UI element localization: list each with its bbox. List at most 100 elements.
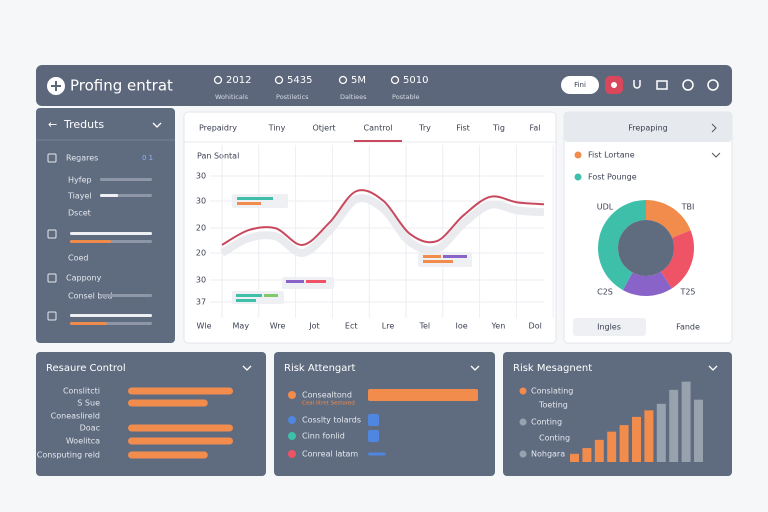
bar-fill	[70, 232, 152, 235]
stat-icon	[274, 75, 284, 85]
bar-fill	[100, 194, 119, 197]
x-label: Ioe	[456, 322, 468, 331]
bar	[128, 424, 233, 432]
chevrons[interactable]	[242, 365, 718, 371]
header-bar	[36, 65, 732, 106]
tab[interactable]: Cantrol	[364, 124, 393, 133]
tab[interactable]: Fal	[530, 124, 541, 133]
stat-label: Wohiticals	[215, 93, 249, 101]
legend-label: Conting	[539, 434, 570, 443]
row-label: Doac	[80, 424, 100, 433]
plus-icon	[51, 81, 61, 91]
sidebar-item: Dscet	[68, 209, 91, 218]
pie-button-label: Ingles	[597, 323, 621, 332]
bar	[128, 399, 208, 407]
pie-label: TBI	[681, 203, 695, 212]
stat-value: 2012	[226, 75, 251, 86]
panel-title: Risk Mesagnent	[513, 363, 592, 374]
risk-panel	[274, 352, 495, 476]
sidebar-item: Tiayel	[67, 192, 92, 201]
user-icon[interactable]	[633, 80, 641, 89]
stat-value: 5435	[287, 75, 312, 86]
stat-value: 5010	[403, 75, 428, 86]
y-label: 20	[196, 249, 206, 258]
chevron[interactable]	[152, 122, 162, 128]
tab[interactable]: Prepaidry	[199, 124, 237, 133]
x-label: Jot	[308, 322, 319, 331]
pie-label: UDL	[597, 203, 614, 212]
item-icon	[47, 311, 57, 321]
panel-title: Risk Attengart	[284, 363, 355, 374]
risk-label: Conreal latam	[302, 450, 358, 459]
risk-label: Consealtond	[302, 391, 352, 400]
stat-icon	[213, 75, 223, 85]
legend-dot	[519, 387, 527, 395]
legend-dot	[574, 151, 582, 159]
tab[interactable]: Try	[418, 124, 431, 133]
bar-fill	[70, 240, 111, 243]
pie-header	[564, 112, 732, 142]
item-badge: 0 1	[142, 154, 153, 162]
risk-bar	[368, 414, 379, 426]
x-label: Dol	[529, 322, 542, 331]
task-chips	[232, 194, 472, 304]
row-label: Conslitcti	[63, 387, 100, 396]
legend-label: Fost Pounge	[588, 173, 637, 182]
item-icon	[47, 273, 57, 283]
x-label: Wre	[270, 322, 286, 331]
tab[interactable]: Otjert	[312, 124, 335, 133]
legend-dot	[574, 173, 582, 181]
pie-button-label: Fande	[676, 323, 700, 332]
bar-fill	[70, 322, 107, 325]
bar	[582, 448, 592, 462]
donut-segment	[661, 230, 694, 289]
back-arrow[interactable]: ←	[48, 118, 57, 131]
y-label: 30	[196, 276, 206, 285]
row-label: Consputing reld	[37, 451, 100, 460]
bar	[594, 439, 604, 462]
row-label: Woelitca	[66, 437, 100, 446]
bar	[128, 451, 208, 459]
tab[interactable]: Tiny	[268, 124, 286, 133]
stat-icon	[338, 75, 348, 85]
legend-label: Fist Lortane	[588, 151, 635, 160]
legend-label: Nohgara	[531, 450, 565, 459]
sidebar-item: Cappony	[66, 274, 102, 283]
bar	[656, 403, 666, 462]
sidebar-item: Consel bed	[68, 292, 112, 301]
bar	[632, 416, 641, 462]
bar	[669, 389, 679, 462]
x-label: Ect	[345, 322, 358, 331]
chevron[interactable]	[711, 152, 721, 158]
risk-bar	[368, 389, 478, 401]
stat-value: 5M	[351, 75, 366, 86]
header-button[interactable]	[561, 76, 599, 94]
sidebar	[36, 108, 175, 343]
bar	[570, 453, 579, 462]
bar-fill	[100, 294, 152, 297]
x-label: Yen	[490, 322, 505, 331]
line	[221, 189, 545, 246]
pie-button[interactable]	[573, 318, 646, 336]
chevron[interactable]	[711, 123, 717, 133]
tab[interactable]: Fist	[456, 124, 470, 133]
settings-icon[interactable]	[707, 79, 719, 91]
stat-label: Daltiees	[340, 93, 367, 101]
risk-dot	[288, 450, 296, 458]
row-label: S Sue	[77, 399, 100, 408]
mail-icon[interactable]	[656, 80, 668, 90]
clock-icon[interactable]	[682, 79, 694, 91]
risk-bar	[368, 452, 386, 456]
y-label: 30	[196, 197, 206, 206]
pie-label: T25	[679, 288, 695, 297]
risk-label: Cosslty tolards	[302, 416, 361, 425]
bar	[681, 381, 691, 462]
bar	[644, 410, 654, 462]
tab[interactable]: Tig	[492, 124, 505, 133]
pie-title: Frepaping	[628, 124, 667, 133]
pie-label: C2S	[597, 288, 613, 297]
app-title: Profing entrat	[70, 77, 173, 95]
x-label: Wle	[196, 322, 211, 331]
legend-label: Toeting	[538, 401, 568, 410]
